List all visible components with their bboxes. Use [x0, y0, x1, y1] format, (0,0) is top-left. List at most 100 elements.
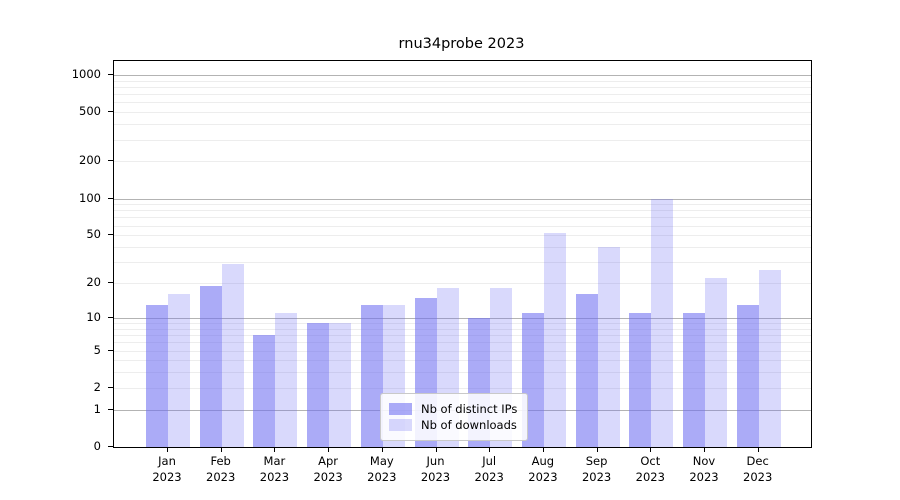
- x-tick-mark: [757, 447, 759, 452]
- x-tick-mark: [435, 447, 437, 452]
- bar-distinct-ips: [199, 285, 222, 447]
- bar-downloads: [705, 278, 727, 447]
- minor-gridline: [114, 372, 811, 374]
- minor-gridline: [114, 235, 811, 237]
- bar-downloads: [597, 247, 620, 447]
- bar-downloads: [329, 323, 352, 447]
- major-gridline: [114, 74, 811, 76]
- bar-downloads: [168, 294, 190, 447]
- y-tick-mark: [108, 316, 113, 318]
- minor-gridline: [114, 86, 811, 88]
- x-tick-label: Jan 2023: [152, 454, 182, 484]
- x-tick-label: May 2023: [367, 454, 397, 484]
- y-tick-label: 500: [79, 104, 101, 119]
- bar-distinct-ips: [736, 304, 759, 447]
- legend-swatch-downloads: [389, 419, 412, 431]
- legend-label-downloads: Nb of downloads: [421, 418, 517, 432]
- y-tick-label: 100: [79, 190, 101, 205]
- minor-gridline: [114, 161, 811, 163]
- y-tick-mark: [108, 197, 113, 199]
- y-tick-mark: [108, 234, 113, 236]
- x-tick-mark: [328, 447, 330, 452]
- bar-distinct-ips: [146, 304, 168, 447]
- minor-gridline: [114, 335, 811, 336]
- minor-gridline: [114, 328, 811, 330]
- y-tick-mark: [108, 282, 113, 283]
- x-tick-mark: [542, 447, 544, 452]
- y-tick-mark: [108, 349, 113, 351]
- minor-gridline: [114, 247, 811, 248]
- minor-gridline: [114, 102, 811, 104]
- bar-distinct-ips: [575, 294, 598, 447]
- minor-gridline: [114, 387, 811, 389]
- x-tick-mark: [220, 447, 222, 452]
- y-tick-mark: [108, 386, 113, 388]
- bar-distinct-ips: [253, 335, 276, 447]
- x-tick-mark: [381, 447, 383, 452]
- minor-gridline: [114, 350, 811, 352]
- legend-item-downloads: Nb of downloads: [389, 418, 517, 432]
- bar-downloads: [543, 233, 566, 447]
- x-tick-mark: [596, 447, 598, 452]
- plot-area: Nb of distinct IPs Nb of downloads: [113, 60, 812, 448]
- minor-gridline: [114, 80, 811, 82]
- x-tick-label: Oct 2023: [635, 454, 665, 484]
- legend: Nb of distinct IPs Nb of downloads: [380, 393, 529, 441]
- y-tick-mark: [108, 73, 113, 75]
- major-gridline: [114, 198, 811, 200]
- minor-gridline: [114, 342, 811, 344]
- y-tick-label: 1000: [71, 66, 101, 81]
- bar-downloads: [275, 313, 298, 447]
- y-tick-label: 1: [93, 401, 101, 416]
- minor-gridline: [114, 210, 811, 212]
- y-tick-label: 5: [93, 342, 101, 357]
- x-tick-label: Nov 2023: [689, 454, 719, 484]
- minor-gridline: [114, 217, 811, 219]
- y-tick-mark: [108, 160, 113, 162]
- y-tick-label: 200: [79, 153, 101, 168]
- minor-gridline: [114, 124, 811, 126]
- x-tick-label: Jul 2023: [474, 454, 504, 484]
- x-tick-mark: [704, 447, 705, 452]
- y-axis: 0 1 2 5 10 20 50 100 200 500 1000: [0, 60, 113, 453]
- x-axis: Jan 2023 Feb 2023 Mar 2023 Apr 2023 May 2023…: [113, 446, 810, 500]
- bar-downloads: [221, 263, 244, 447]
- major-gridline: [114, 317, 811, 319]
- x-tick-label: Mar 2023: [259, 454, 290, 484]
- minor-gridline: [114, 112, 811, 114]
- chart-title: rnu34probe 2023: [398, 36, 525, 52]
- minor-gridline: [114, 360, 811, 362]
- minor-gridline: [114, 204, 811, 206]
- bar-distinct-ips: [683, 313, 705, 447]
- bar-downloads: [758, 269, 781, 447]
- x-tick-label: Dec 2023: [743, 454, 773, 484]
- minor-gridline: [114, 283, 811, 284]
- x-tick-label: Feb 2023: [206, 454, 236, 484]
- minor-gridline: [114, 139, 811, 141]
- legend-swatch-distinct-ips: [389, 403, 412, 415]
- y-tick-label: 20: [86, 275, 101, 289]
- x-tick-mark: [274, 447, 276, 452]
- minor-gridline: [114, 94, 811, 96]
- x-tick-mark: [650, 447, 652, 452]
- x-tick-label: Jun 2023: [420, 454, 451, 484]
- bar-downloads: [651, 198, 674, 447]
- bar-distinct-ips: [360, 304, 383, 447]
- x-tick-label: Aug 2023: [528, 454, 558, 484]
- y-tick-label: 0: [93, 439, 101, 453]
- y-tick-label: 10: [86, 309, 101, 324]
- x-tick-mark: [167, 447, 168, 452]
- y-tick-mark: [108, 111, 113, 113]
- legend-item-distinct-ips: Nb of distinct IPs: [389, 402, 517, 416]
- minor-gridline: [114, 323, 811, 324]
- x-tick-mark: [489, 447, 491, 452]
- x-tick-label: Apr 2023: [313, 454, 343, 484]
- legend-label-distinct-ips: Nb of distinct IPs: [421, 402, 518, 416]
- x-tick-label: Sep 2023: [581, 454, 612, 484]
- minor-gridline: [114, 225, 811, 227]
- bar-distinct-ips: [307, 323, 330, 447]
- minor-gridline: [114, 262, 811, 264]
- y-tick-label: 50: [86, 227, 101, 242]
- y-tick-mark: [108, 446, 113, 447]
